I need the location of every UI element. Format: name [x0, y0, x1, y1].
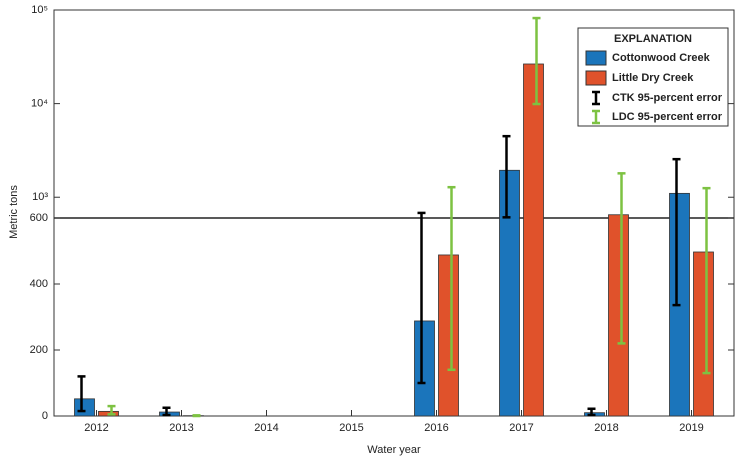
x-axis-label: Water year: [367, 444, 421, 456]
x-tick-label: 2018: [594, 422, 618, 434]
bar: [523, 63, 544, 417]
error-bar: [447, 185, 456, 372]
bar: [693, 251, 714, 417]
y-tick-label: 10⁴: [31, 98, 48, 110]
x-tick-label: 2013: [169, 422, 193, 434]
x-tick-label: 2012: [84, 422, 108, 434]
y-tick-label: 10⁵: [31, 4, 48, 16]
legend-label: LDC 95-percent error: [612, 111, 723, 123]
y-tick-label: 600: [30, 212, 48, 224]
x-tick-label: 2019: [679, 422, 703, 434]
legend-error-symbol: [592, 90, 600, 106]
y-tick-label: 400: [30, 278, 48, 290]
x-tick-label: 2016: [424, 422, 448, 434]
bar: [74, 398, 95, 417]
error-bar: [77, 375, 86, 413]
legend-swatch: [585, 50, 607, 66]
error-bar: [617, 172, 626, 345]
error-bar: [162, 406, 171, 417]
error-bar: [192, 414, 201, 418]
y-axis-label: Metric tons: [8, 185, 20, 239]
legend-title: EXPLANATION: [614, 33, 692, 45]
error-bar: [587, 407, 596, 417]
bar: [438, 254, 459, 417]
plot-frame: [53, 9, 735, 417]
error-bar: [107, 404, 116, 416]
legend-swatch: [585, 70, 607, 86]
y-tick-label: 200: [30, 344, 48, 356]
error-bar: [417, 211, 426, 385]
error-bar: [502, 134, 511, 219]
x-tick-label: 2017: [509, 422, 533, 434]
error-bar: [532, 16, 541, 106]
x-tick-label: 2015: [339, 422, 363, 434]
legend-error-symbol: [592, 109, 600, 125]
x-tick-label: 2014: [254, 422, 278, 434]
y-tick-label: 10³: [32, 191, 48, 203]
bar: [414, 320, 435, 417]
bar: [499, 169, 520, 417]
legend-label: Cottonwood Creek: [612, 52, 711, 64]
error-bar: [702, 186, 711, 375]
y-tick-label: 0: [42, 410, 48, 422]
legend-label: CTK 95-percent error: [612, 92, 723, 104]
error-bar: [672, 157, 681, 307]
bar: [608, 214, 629, 417]
legend-label: Little Dry Creek: [612, 72, 694, 84]
